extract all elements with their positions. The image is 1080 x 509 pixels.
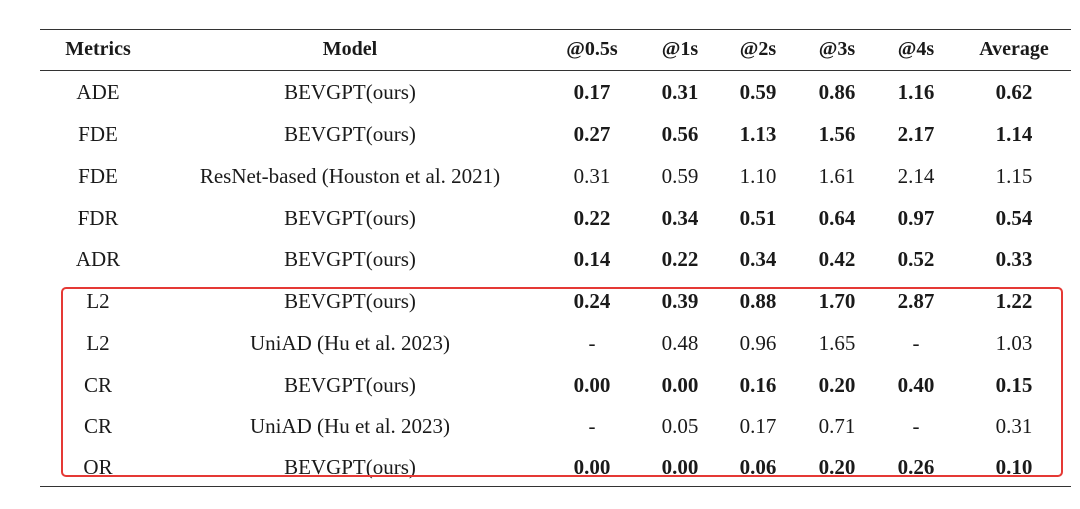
cell-t05s: 0.22: [573, 206, 611, 230]
cell-t2s: 0.34: [739, 247, 777, 271]
cell-t3s: 0.71: [818, 414, 856, 438]
cell-t05s: 0.17: [573, 80, 611, 104]
cell-t4s: 2.87: [897, 289, 935, 313]
header-t4s: @4s: [897, 38, 935, 60]
header-t1s: @1s: [661, 38, 699, 60]
cell-metric: FDE: [78, 122, 118, 146]
cell-t4s: 2.14: [897, 164, 935, 188]
cell-metric: FDE: [78, 164, 118, 188]
cell-t3s: 1.61: [818, 164, 856, 188]
cell-average: 1.03: [995, 331, 1033, 355]
cell-t3s: 0.64: [818, 206, 856, 230]
cell-t05s: 0.27: [573, 122, 611, 146]
cell-t1s: 0.00: [661, 455, 699, 479]
cell-average: 1.14: [995, 122, 1033, 146]
cell-t4s: -: [912, 331, 920, 355]
cell-t1s: 0.00: [661, 373, 699, 397]
cell-t2s: 0.16: [739, 373, 777, 397]
cell-metric: L2: [86, 331, 110, 355]
cell-t4s: 0.26: [897, 455, 935, 479]
cell-t05s: -: [588, 331, 596, 355]
cell-t2s: 0.06: [739, 455, 777, 479]
cell-model: BEVGPT(ours): [284, 373, 416, 397]
cell-t1s: 0.05: [661, 414, 699, 438]
cell-t2s: 0.96: [739, 331, 777, 355]
header-model: Model: [322, 38, 378, 60]
cell-model: BEVGPT(ours): [284, 455, 416, 479]
cell-t1s: 0.56: [661, 122, 699, 146]
cell-t4s: 2.17: [897, 122, 935, 146]
cell-metric: ADR: [75, 247, 121, 271]
header-t3s: @3s: [818, 38, 856, 60]
cell-t1s: 0.31: [661, 80, 699, 104]
table-top-rule: [40, 29, 1071, 30]
cell-t05s: 0.31: [573, 164, 611, 188]
cell-t05s: -: [588, 414, 596, 438]
cell-average: 0.31: [995, 414, 1033, 438]
cell-t2s: 0.88: [739, 289, 777, 313]
cell-t2s: 0.51: [739, 206, 777, 230]
header-metrics: Metrics: [65, 38, 131, 60]
table-header-rule: [40, 70, 1071, 71]
header-t05s: @0.5s: [566, 38, 618, 60]
header-t2s: @2s: [739, 38, 777, 60]
cell-t2s: 0.59: [739, 80, 777, 104]
cell-t1s: 0.22: [661, 247, 699, 271]
cell-t05s: 0.00: [573, 455, 611, 479]
cell-metric: FDR: [77, 206, 119, 230]
cell-t2s: 0.17: [739, 414, 777, 438]
cell-t3s: 1.70: [818, 289, 856, 313]
cell-t3s: 1.56: [818, 122, 856, 146]
header-average: Average: [979, 38, 1049, 60]
table-bottom-rule: [40, 486, 1071, 487]
cell-t3s: 1.65: [818, 331, 856, 355]
cell-t4s: 1.16: [897, 80, 935, 104]
cell-t4s: -: [912, 414, 920, 438]
cell-t2s: 1.13: [739, 122, 777, 146]
cell-model: BEVGPT(ours): [284, 247, 416, 271]
cell-t4s: 0.40: [897, 373, 935, 397]
cell-average: 0.15: [995, 373, 1033, 397]
cell-average: 0.62: [995, 80, 1033, 104]
cell-metric: L2: [86, 289, 110, 313]
cell-average: 0.10: [995, 455, 1033, 479]
cell-metric: CR: [83, 414, 113, 438]
cell-model: UniAD (Hu et al. 2023): [249, 331, 451, 355]
cell-model: ResNet-based (Houston et al. 2021): [199, 164, 501, 188]
cell-t3s: 0.20: [818, 455, 856, 479]
cell-model: UniAD (Hu et al. 2023): [249, 414, 451, 438]
cell-model: BEVGPT(ours): [284, 206, 416, 230]
cell-average: 1.15: [995, 164, 1033, 188]
cell-t1s: 0.48: [661, 331, 699, 355]
cell-model: BEVGPT(ours): [284, 289, 416, 313]
cell-metric: CR: [83, 373, 113, 397]
cell-average: 0.54: [995, 206, 1033, 230]
cell-t1s: 0.34: [661, 206, 699, 230]
cell-t2s: 1.10: [739, 164, 777, 188]
cell-t1s: 0.39: [661, 289, 699, 313]
cell-average: 0.33: [995, 247, 1033, 271]
cell-t05s: 0.14: [573, 247, 611, 271]
cell-metric: ADE: [76, 80, 120, 104]
cell-t4s: 0.97: [897, 206, 935, 230]
cell-average: 1.22: [995, 289, 1033, 313]
cell-model: BEVGPT(ours): [284, 122, 416, 146]
cell-t05s: 0.24: [573, 289, 611, 313]
highlight-box: [61, 287, 1063, 477]
cell-t05s: 0.00: [573, 373, 611, 397]
cell-t3s: 0.86: [818, 80, 856, 104]
cell-t1s: 0.59: [661, 164, 699, 188]
cell-metric: OR: [83, 455, 113, 479]
cell-t4s: 0.52: [897, 247, 935, 271]
cell-t3s: 0.20: [818, 373, 856, 397]
cell-t3s: 0.42: [818, 247, 856, 271]
cell-model: BEVGPT(ours): [284, 80, 416, 104]
